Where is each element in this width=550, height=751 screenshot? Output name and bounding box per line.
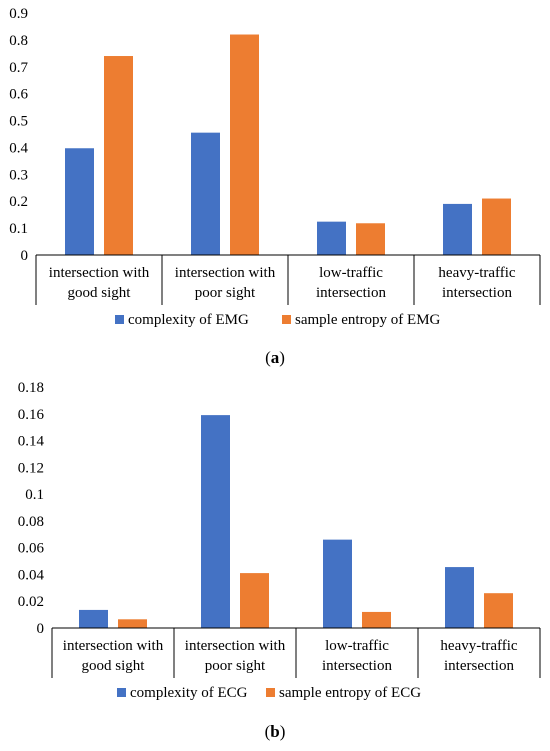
y-tick-label: 0.1: [25, 487, 44, 503]
chart-b: 0 0.02 0.04 0.06 0.08 0.1 0.12 0.14 0.16 0.18 inte…: [18, 380, 541, 741]
x-category-label: good sight: [68, 285, 132, 301]
legend-swatch-2: [266, 688, 275, 697]
legend-swatch-1: [117, 688, 126, 697]
y-tick-label: 0.02: [18, 594, 44, 610]
bar-series1-2: [323, 539, 352, 628]
y-tick-label: 0: [37, 621, 45, 637]
x-category-label: intersection with: [185, 638, 286, 654]
bar-series2-0: [118, 619, 147, 628]
y-tick-label: 0.14: [18, 434, 45, 450]
x-category-label: intersection: [442, 285, 512, 301]
legend-swatch-1: [115, 315, 124, 324]
x-category-label: poor sight: [195, 285, 256, 301]
bar-series1-2: [317, 221, 346, 255]
y-tick-label: 0.08: [18, 514, 44, 530]
x-category-label: good sight: [82, 658, 146, 674]
bar-series2-2: [356, 223, 385, 255]
chart-a: 0 0.1 0.2 0.3 0.4 0.5 0.6 0.7 0.8 0.9 intersection…: [9, 6, 541, 367]
bar-series1-3: [443, 203, 472, 255]
y-tick-label: 0.16: [18, 407, 45, 423]
y-tick-label: 0.8: [9, 33, 28, 49]
bar-series2-2: [362, 611, 391, 628]
y-tick-label: 0: [21, 248, 29, 264]
bar-series1-1: [191, 132, 220, 255]
bar-series2-0: [104, 56, 133, 256]
x-category-label: heavy-traffic: [438, 265, 516, 281]
bar-series2-1: [240, 573, 269, 628]
y-tick-label: 0.18: [18, 380, 44, 396]
y-tick-label: 0.5: [9, 114, 28, 130]
y-tick-label: 0.2: [9, 194, 28, 210]
x-category-label: poor sight: [205, 658, 266, 674]
legend-label-1: complexity of EMG: [128, 312, 249, 328]
x-category-label: intersection: [316, 285, 386, 301]
y-tick-label: 0.1: [9, 221, 28, 237]
y-tick-label: 0.4: [9, 140, 28, 156]
y-tick-label: 0.06: [18, 541, 45, 557]
legend-label-2: sample entropy of ECG: [279, 685, 421, 701]
y-tick-label: 0.6: [9, 87, 28, 103]
panel-label: (a): [265, 348, 285, 367]
x-category-label: intersection with: [63, 638, 164, 654]
bar-series1-1: [201, 415, 230, 628]
y-tick-label: 0.04: [18, 567, 45, 583]
bar-series1-3: [445, 567, 474, 628]
panel-label: (b): [265, 722, 286, 741]
x-category-label: low-traffic: [325, 638, 389, 654]
bar-series1-0: [65, 148, 94, 255]
x-category-label: intersection: [444, 658, 514, 674]
x-category-label: low-traffic: [319, 265, 383, 281]
x-category-label: intersection with: [49, 265, 150, 281]
bar-series2-1: [230, 34, 259, 256]
y-tick-label: 0.7: [9, 60, 28, 76]
y-tick-label: 0.12: [18, 460, 44, 476]
bar-series2-3: [484, 593, 513, 628]
legend-label-1: complexity of ECG: [130, 685, 248, 701]
legend-swatch-2: [282, 315, 291, 324]
legend-label-2: sample entropy of EMG: [295, 312, 441, 328]
bar-series2-3: [482, 198, 511, 255]
bar-series1-0: [79, 609, 108, 628]
x-category-label: intersection: [322, 658, 392, 674]
y-tick-label: 0.9: [9, 6, 28, 22]
x-category-label: intersection with: [175, 265, 276, 281]
y-tick-label: 0.3: [9, 167, 28, 183]
x-category-label: heavy-traffic: [440, 638, 518, 654]
